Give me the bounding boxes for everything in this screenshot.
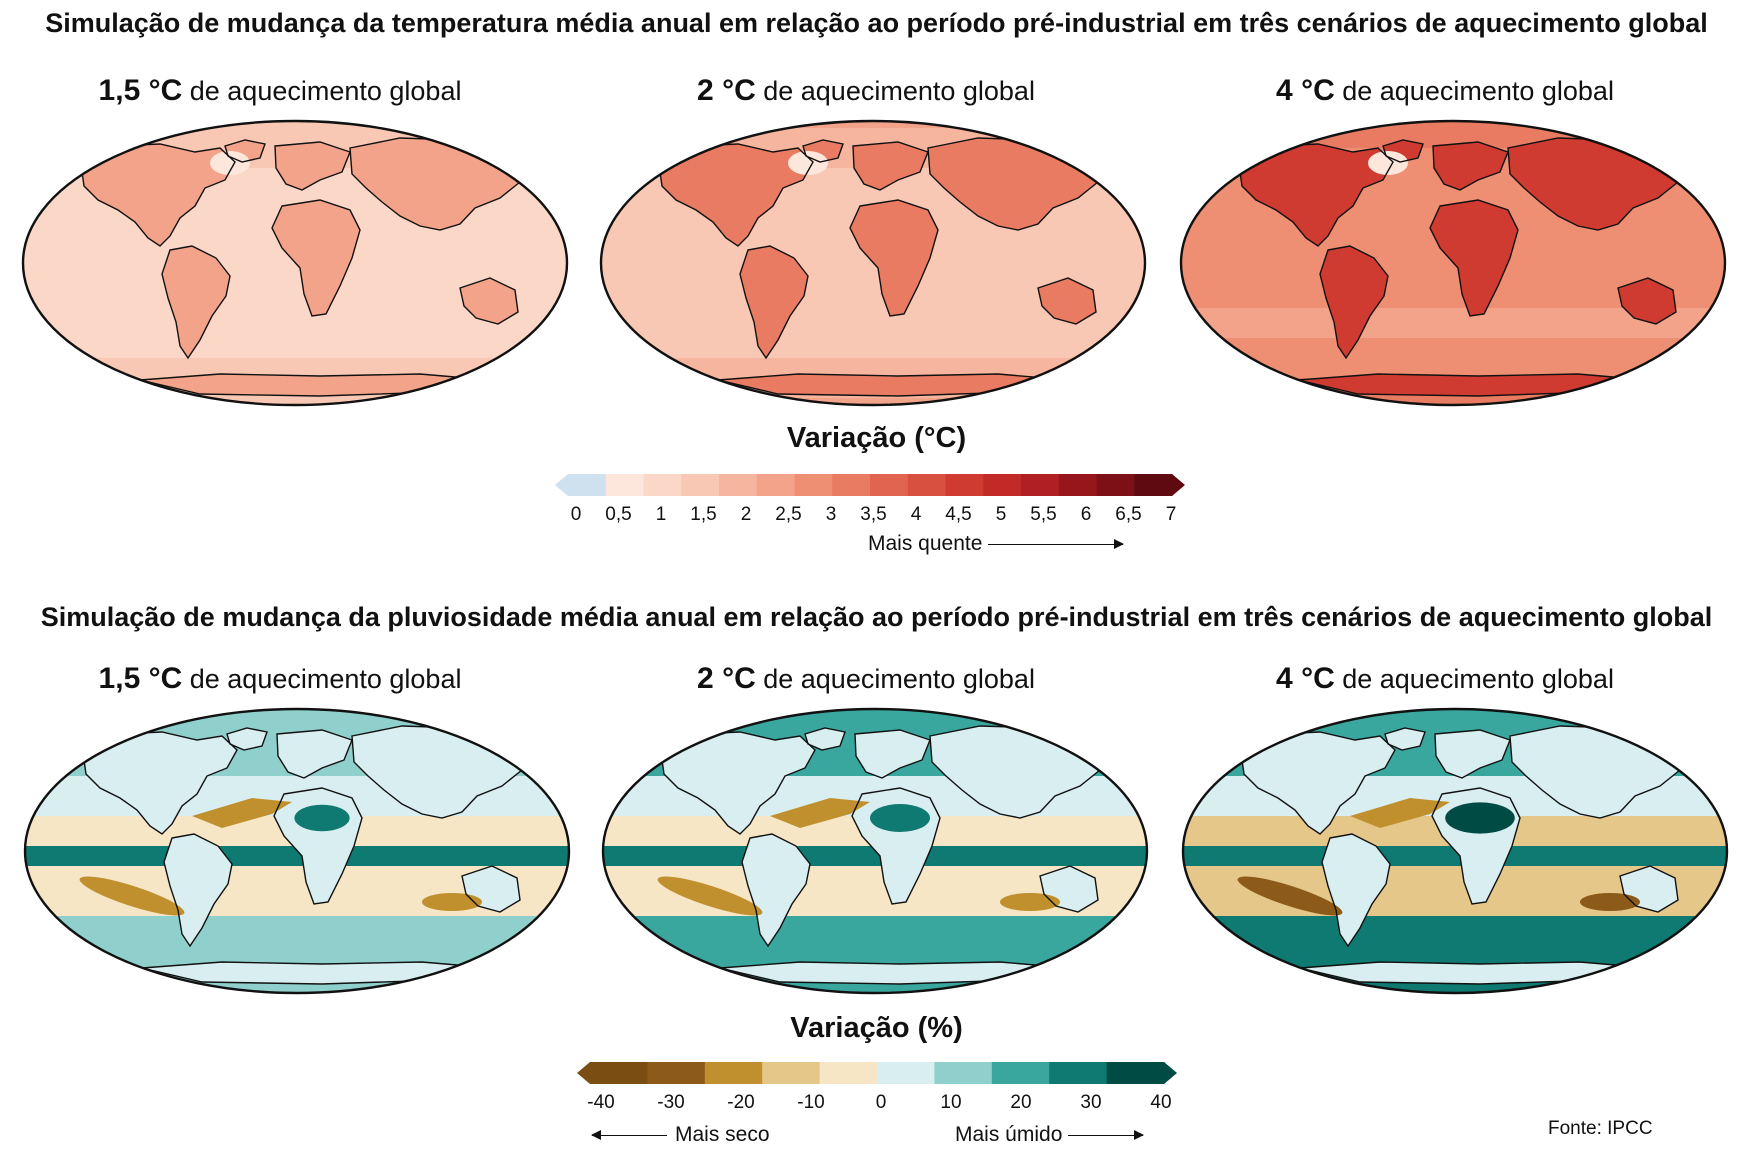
colorbar-tick-label: 2,5 <box>775 504 802 525</box>
colorbar-tick-label: 1 <box>655 504 667 525</box>
colorbar-segment <box>934 1062 993 1084</box>
temp-panel-title-1: 1,5 °C de aquecimento global <box>98 74 462 107</box>
source-credit: Fonte: IPCC <box>1548 1118 1653 1139</box>
colorbar-tick-label: -20 <box>727 1092 755 1113</box>
colorbar-tick-label: 4,5 <box>945 504 972 525</box>
colorbar-segment <box>1049 1062 1108 1084</box>
colorbar-segment <box>590 1062 648 1084</box>
colorbar-segment <box>1106 1062 1165 1084</box>
colorbar-segment <box>719 474 758 496</box>
precip-panel-title-3: 4 °C de aquecimento global <box>1276 662 1614 695</box>
left-arrow-icon <box>591 1129 667 1140</box>
temperature-section-title: Simulação de mudança da temperatura médi… <box>45 8 1708 38</box>
colorbar-segment <box>1058 474 1097 496</box>
colorbar-tick-label: 4 <box>910 504 922 525</box>
precip-panel-title-2: 2 °C de aquecimento global <box>697 662 1035 695</box>
colorbar-tick-label: 5 <box>995 504 1007 525</box>
precip-panel-title-1: 1,5 °C de aquecimento global <box>98 662 462 695</box>
precip-section-title: Simulação de mudança da pluviosidade méd… <box>40 602 1713 632</box>
colorbar-tick-label: 0,5 <box>605 504 632 525</box>
colorbar-segment <box>877 1062 935 1084</box>
temp-panel-title-2: 2 °C de aquecimento global <box>697 74 1035 107</box>
colorbar-segment <box>1021 474 1060 496</box>
colorbar-tick-label: -10 <box>797 1092 825 1113</box>
colorbar-segment <box>819 1062 878 1084</box>
precip-map-1 <box>22 706 572 996</box>
colorbar-segment <box>991 1062 1050 1084</box>
precip-map-2 <box>600 706 1150 996</box>
colorbar-segment <box>794 474 833 496</box>
colorbar-tick-label: 30 <box>1080 1092 1102 1113</box>
colorbar-tick-label: 3,5 <box>860 504 887 525</box>
colorbar-segment <box>762 1062 821 1084</box>
colorbar-tick-label: 6,5 <box>1115 504 1142 525</box>
colorbar-end-left <box>577 1062 590 1084</box>
colorbar-segment <box>832 474 871 496</box>
colorbar-end-right <box>1164 1062 1177 1084</box>
colorbar-segment <box>568 474 607 496</box>
colorbar-segment <box>704 1062 763 1084</box>
colorbar-segment <box>1134 474 1173 496</box>
precip-colorbar <box>577 1062 1177 1088</box>
colorbar-tick-label: 40 <box>1150 1092 1172 1113</box>
colorbar-tick-label: 0 <box>570 504 582 525</box>
temp-legend-title: Variação (°C) <box>786 422 967 454</box>
colorbar-tick-label: 20 <box>1010 1092 1032 1113</box>
temp-panel-title-3: 4 °C de aquecimento global <box>1276 74 1614 107</box>
precip-wet-label: Mais úmido <box>955 1123 1145 1147</box>
temp-arrow-label: Mais quente <box>868 532 1125 556</box>
colorbar-tick-label: 7 <box>1165 504 1177 525</box>
colorbar-segment <box>907 474 946 496</box>
colorbar-tick-label: 2 <box>740 504 752 525</box>
colorbar-tick-label: 0 <box>875 1092 887 1113</box>
colorbar-end-left <box>555 474 568 496</box>
colorbar-segment <box>647 1062 706 1084</box>
right-arrow-icon <box>1068 1129 1145 1140</box>
colorbar-segment <box>643 474 682 496</box>
temp-map-1 <box>20 118 570 408</box>
temp-map-3 <box>1178 118 1728 408</box>
colorbar-tick-label: 10 <box>940 1092 962 1113</box>
precip-legend-title: Variação (%) <box>790 1012 963 1044</box>
colorbar-tick-label: -30 <box>657 1092 685 1113</box>
precip-dry-label: Mais seco <box>591 1123 770 1147</box>
right-arrow-icon <box>988 538 1125 549</box>
colorbar-segment <box>983 474 1022 496</box>
colorbar-segment <box>605 474 644 496</box>
colorbar-segment <box>945 474 984 496</box>
colorbar-tick-label: 3 <box>825 504 837 525</box>
temp-colorbar <box>555 474 1185 500</box>
colorbar-tick-label: -40 <box>587 1092 615 1113</box>
colorbar-segment <box>1096 474 1135 496</box>
colorbar-segment <box>681 474 720 496</box>
temp-map-2 <box>598 118 1148 408</box>
colorbar-tick-label: 5,5 <box>1030 504 1057 525</box>
colorbar-tick-label: 1,5 <box>690 504 717 525</box>
precip-map-3 <box>1180 706 1730 996</box>
colorbar-segment <box>870 474 909 496</box>
colorbar-tick-label: 6 <box>1080 504 1092 525</box>
colorbar-end-right <box>1172 474 1185 496</box>
colorbar-segment <box>756 474 795 496</box>
